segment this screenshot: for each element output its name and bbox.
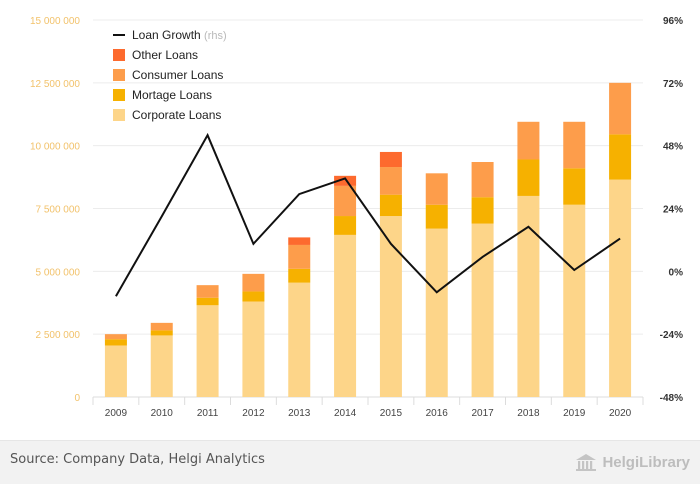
x-tick-label: 2017 [471, 408, 494, 419]
legend-label-loan-growth: Loan Growth (rhs) [132, 28, 227, 42]
source-note: Source: Company Data, Helgi Analytics [10, 452, 265, 467]
x-tick-label: 2019 [563, 408, 586, 419]
bar-other-loans-2015 [380, 152, 402, 167]
bar-consumer-loans-2017 [472, 162, 494, 197]
y-left-tick-label: 5 000 000 [36, 267, 81, 278]
y-left-tick-label: 15 000 000 [30, 16, 80, 27]
bar-mortage-loans-2015 [380, 195, 402, 216]
y-left-tick-label: 10 000 000 [30, 142, 80, 153]
helgi-library-logo[interactable]: HelgiLibrary [574, 449, 690, 475]
bar-consumer-loans-2016 [426, 173, 448, 204]
bar-corporate-loans-2020 [609, 180, 631, 397]
y-left-tick-label: 0 [74, 393, 80, 404]
bar-corporate-loans-2019 [563, 205, 585, 397]
y-right-tick-label: -48% [660, 393, 683, 404]
legend-swatch-consumer-loans [113, 69, 125, 81]
bar-mortage-loans-2009 [105, 339, 127, 345]
x-tick-label: 2009 [105, 408, 128, 419]
bar-mortage-loans-2013 [288, 269, 310, 283]
chart-area: 0 -48% 2 500 000 -24% 5 000 000 0% 7 500 000 24… [0, 0, 700, 440]
x-tick-label: 2020 [609, 408, 632, 419]
bar-consumer-loans-2013 [288, 245, 310, 269]
x-tick-label: 2013 [288, 408, 311, 419]
y-left-tick-label: 2 500 000 [36, 330, 81, 341]
bar-consumer-loans-2011 [197, 285, 219, 298]
bar-consumer-loans-2018 [517, 122, 539, 160]
bar-mortage-loans-2017 [472, 197, 494, 223]
library-building-icon [574, 452, 598, 472]
x-tick-label: 2016 [426, 408, 449, 419]
bar-mortage-loans-2016 [426, 205, 448, 229]
y-left-tick-label: 7 500 000 [36, 205, 81, 216]
y-right-tick-label: 24% [663, 205, 683, 216]
bar-mortage-loans-2018 [517, 159, 539, 195]
logo-text: HelgiLibrary [602, 454, 690, 471]
y-right-tick-label: 72% [663, 79, 683, 90]
bar-mortage-loans-2010 [151, 330, 173, 335]
legend-label-corporate-loans: Corporate Loans [132, 108, 221, 122]
bar-mortage-loans-2011 [197, 298, 219, 306]
bar-corporate-loans-2016 [426, 229, 448, 397]
bar-corporate-loans-2014 [334, 235, 356, 397]
bar-corporate-loans-2012 [242, 301, 264, 397]
x-tick-label: 2018 [517, 408, 540, 419]
loan-growth-line [116, 135, 620, 296]
bar-consumer-loans-2009 [105, 334, 127, 339]
bar-consumer-loans-2019 [563, 122, 585, 168]
legend-label-other-loans: Other Loans [132, 48, 198, 62]
x-tick-label: 2015 [380, 408, 403, 419]
bar-corporate-loans-2009 [105, 345, 127, 397]
bar-consumer-loans-2010 [151, 323, 173, 331]
x-tick-label: 2011 [197, 408, 219, 419]
legend-swatch-corporate-loans [113, 109, 125, 121]
legend-swatch-other-loans [113, 49, 125, 61]
x-tick-label: 2010 [151, 408, 174, 419]
bar-corporate-loans-2010 [151, 335, 173, 397]
bar-corporate-loans-2017 [472, 224, 494, 397]
legend-swatch-mortage-loans [113, 89, 125, 101]
y-right-tick-label: -24% [660, 330, 683, 341]
y-right-tick-label: 48% [663, 142, 683, 153]
bar-corporate-loans-2011 [197, 305, 219, 397]
y-right-tick-label: 0% [669, 267, 684, 278]
y-right-tick-label: 96% [663, 16, 683, 27]
bar-consumer-loans-2015 [380, 167, 402, 195]
loan-chart: 0 -48% 2 500 000 -24% 5 000 000 0% 7 500 000 24… [0, 0, 700, 440]
bar-corporate-loans-2013 [288, 283, 310, 397]
footer: Source: Company Data, Helgi Analytics He… [0, 440, 700, 484]
bar-consumer-loans-2012 [242, 274, 264, 292]
bar-mortage-loans-2014 [334, 216, 356, 235]
bar-mortage-loans-2019 [563, 168, 585, 204]
legend-label-mortage-loans: Mortage Loans [132, 88, 212, 102]
bar-mortage-loans-2020 [609, 134, 631, 179]
y-left-tick-label: 12 500 000 [30, 79, 80, 90]
x-tick-label: 2014 [334, 408, 357, 419]
x-tick-label: 2012 [242, 408, 265, 419]
bar-mortage-loans-2012 [242, 291, 264, 301]
bar-consumer-loans-2020 [609, 83, 631, 135]
legend-label-consumer-loans: Consumer Loans [132, 68, 223, 82]
bar-other-loans-2013 [288, 237, 310, 245]
